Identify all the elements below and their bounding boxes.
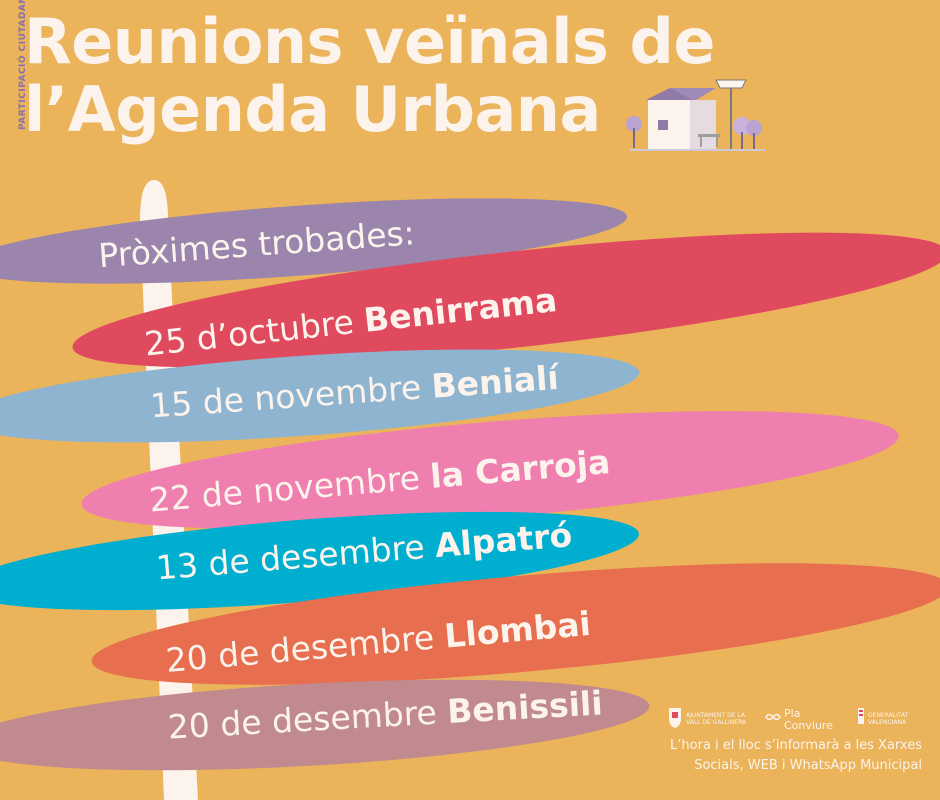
meeting-place: la Carroja <box>428 442 612 496</box>
title-line-2: l’Agenda Urbana <box>24 73 601 146</box>
infinity-icon <box>765 713 781 721</box>
meeting-date: 20 de desembre <box>166 692 449 747</box>
meeting-date: 15 de novembre <box>148 366 433 426</box>
pla-conviure-logo-text: Pla Conviure <box>784 707 833 732</box>
logos-bar: AJUNTAMENT DE LA VALL DE GALLINERA Pla C… <box>668 706 930 734</box>
footer-line-2: Socials, WEB i WhatsApp Municipal <box>694 758 922 773</box>
page-title: Reunions veïnals de l’Agenda Urbana <box>24 8 715 144</box>
meeting-place: Benissili <box>446 683 604 732</box>
meeting-place: Llombai <box>442 603 593 656</box>
footer-line-1: L’hora i el lloc s’informarà a les Xarxe… <box>670 738 922 753</box>
footer-note: L’hora i el lloc s’informarà a les Xarxe… <box>670 736 922 776</box>
house-illustration <box>626 79 765 151</box>
ajuntament-logo-text: AJUNTAMENT DE LA VALL DE GALLINERA <box>686 712 747 726</box>
generalitat-logo-text: GENERALITAT VALENCIANA <box>868 712 909 726</box>
meeting-date: 13 de desembre <box>154 526 437 588</box>
meeting-date: 20 de desembre <box>164 616 447 680</box>
meeting-date: 22 de novembre <box>147 457 432 520</box>
meeting-text: 15 de novembre Benialí <box>149 358 560 425</box>
header-label: Pròximes trobades: <box>97 213 417 276</box>
generalitat-emblem-icon <box>858 708 864 724</box>
title-line-1: Reunions veïnals de <box>24 5 715 78</box>
meeting-place: Benialí <box>430 357 560 406</box>
ajuntament-shield-icon <box>669 708 681 728</box>
meeting-text: 22 de novembre la Carroja <box>148 442 612 520</box>
meeting-text: 20 de desembre Llombai <box>164 604 592 680</box>
meeting-stripe: 20 de desembre Benissili <box>0 664 652 786</box>
meeting-place: Benirrama <box>361 280 559 340</box>
meeting-text: 20 de desembre Benissili <box>167 683 604 746</box>
meeting-place: Alpatró <box>433 515 574 566</box>
